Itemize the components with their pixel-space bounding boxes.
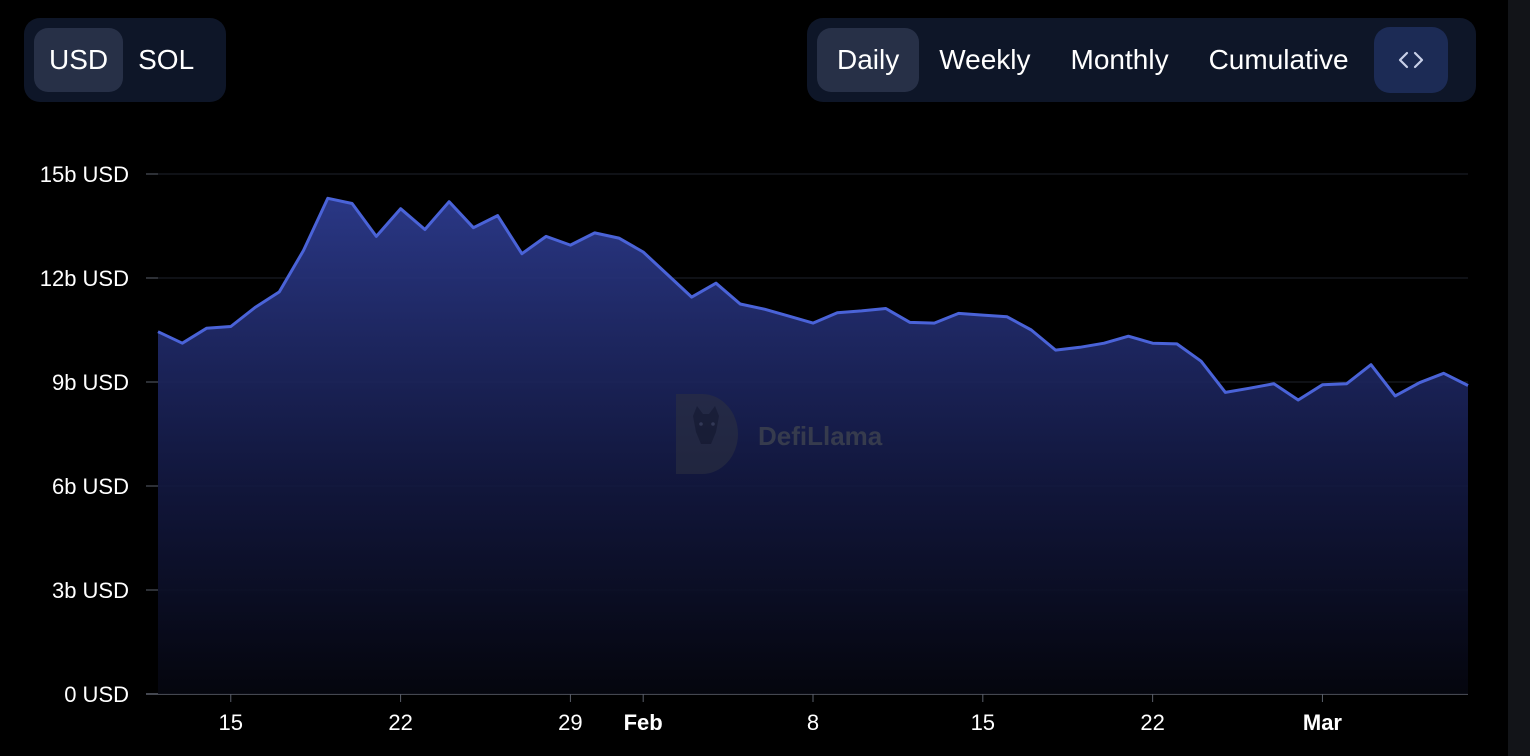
data-point[interactable] [713,280,719,286]
series-area [158,198,1468,695]
x-axis: 15 22 29 Feb 8 15 22 Mar [219,694,1343,735]
period-option-monthly[interactable]: Monthly [1070,44,1169,75]
period-option-cumulative[interactable]: Cumulative [1208,44,1349,75]
data-point[interactable] [276,289,282,295]
x-tick-label: Mar [1303,710,1343,735]
code-brackets-icon [1398,51,1423,69]
data-point[interactable] [325,195,331,201]
data-point[interactable] [737,301,743,307]
data-point[interactable] [1101,340,1107,346]
period-option-daily[interactable]: Daily [817,28,920,92]
data-point[interactable] [1198,358,1204,364]
data-point[interactable] [1271,381,1277,387]
data-point[interactable] [640,249,646,255]
currency-toggle: USD SOL [24,18,226,102]
x-tick-label: 22 [388,710,412,735]
data-point[interactable] [592,230,598,236]
y-tick-label: 15b USD [40,162,129,187]
data-point[interactable] [1441,370,1447,376]
data-point[interactable] [373,233,379,239]
data-point[interactable] [179,340,185,346]
data-point[interactable] [446,199,452,205]
data-point[interactable] [1368,362,1374,368]
x-tick-label: 29 [558,710,582,735]
x-tick-label: Feb [624,710,663,735]
watermark-text: DefiLlama [758,421,883,451]
data-point[interactable] [980,312,986,318]
x-tick-label: 15 [971,710,995,735]
x-tick-label: 15 [219,710,243,735]
y-tick-label: 12b USD [40,266,129,291]
data-point[interactable] [786,313,792,319]
y-tick-label: 3b USD [52,578,129,603]
data-point[interactable] [907,319,913,325]
embed-button[interactable] [1373,27,1448,93]
data-point[interactable] [495,213,501,219]
data-point[interactable] [859,308,865,314]
y-tick-label: 0 USD [64,682,129,707]
watermark-logo [676,394,738,474]
data-point[interactable] [616,235,622,241]
data-point[interactable] [689,294,695,300]
x-tick-label: 8 [807,710,819,735]
data-point[interactable] [1222,389,1228,395]
y-tick-label: 6b USD [52,474,129,499]
period-option-weekly[interactable]: Weekly [939,44,1031,75]
data-point[interactable] [1053,347,1059,353]
data-point[interactable] [155,329,161,335]
data-point[interactable] [398,206,404,212]
currency-option-usd[interactable]: USD [34,28,124,92]
currency-option-sol[interactable]: SOL [138,44,195,75]
data-point[interactable] [1247,385,1253,391]
data-point[interactable] [834,310,840,316]
x-tick-label: 22 [1140,710,1164,735]
data-point[interactable] [519,251,525,257]
y-axis-labels: 0 USD 3b USD 6b USD 9b USD 12b USD 15b USD [40,162,129,707]
scrollbar-track [1508,0,1530,756]
y-tick-label: 9b USD [52,370,129,395]
data-point[interactable] [956,310,962,316]
data-point[interactable] [567,242,573,248]
data-point[interactable] [1465,383,1471,389]
series-line [157,196,1469,402]
data-point[interactable] [204,325,210,331]
data-point[interactable] [1004,314,1010,320]
data-point[interactable] [762,306,768,312]
data-point[interactable] [1344,381,1350,387]
data-point[interactable] [543,233,549,239]
data-point[interactable] [883,306,889,312]
data-point[interactable] [1125,333,1131,339]
data-point[interactable] [810,320,816,326]
data-point[interactable] [1417,380,1423,386]
data-point[interactable] [422,227,428,233]
data-point[interactable] [470,225,476,231]
data-point[interactable] [1295,397,1301,403]
data-point[interactable] [1150,340,1156,346]
data-point[interactable] [349,201,355,207]
data-point[interactable] [1319,382,1325,388]
data-point[interactable] [252,305,258,311]
period-toggle: Daily Weekly Monthly Cumulative [807,18,1476,102]
data-point[interactable] [1174,341,1180,347]
data-point[interactable] [1028,327,1034,333]
data-point[interactable] [931,320,937,326]
data-point[interactable] [228,324,234,330]
data-point[interactable] [1392,393,1398,399]
data-point[interactable] [1077,344,1083,350]
data-point[interactable] [301,247,307,253]
data-point[interactable] [664,272,670,278]
